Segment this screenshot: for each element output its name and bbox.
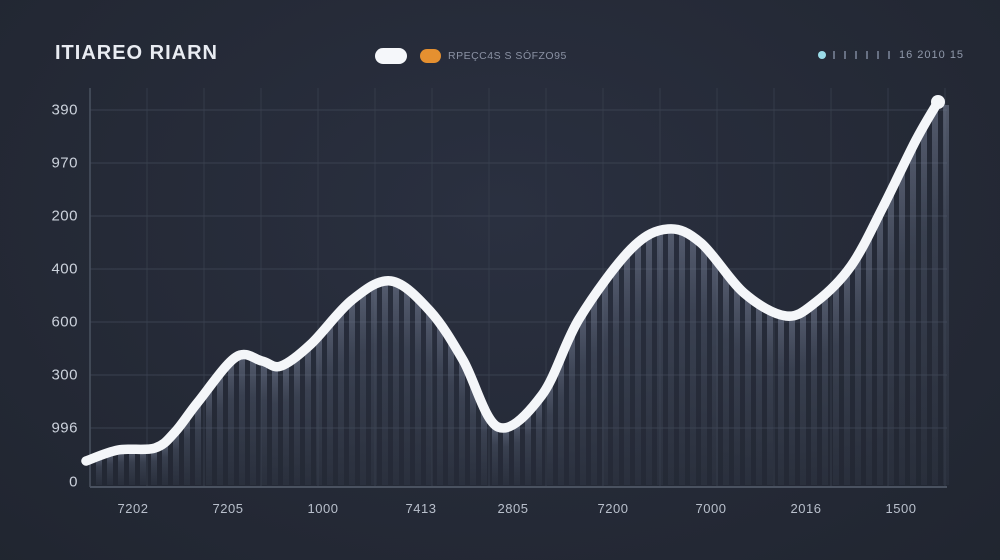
- period-label: 16 2010 15: [899, 49, 965, 61]
- x-tick-label: 7205: [212, 501, 244, 516]
- x-tick-label: 2805: [497, 501, 529, 516]
- series-dot-icon: [818, 51, 826, 59]
- y-tick-label: 0: [69, 473, 78, 491]
- x-tick-label: 7202: [117, 501, 149, 516]
- chart-legend: RPEÇC4S S SÓFZO95: [375, 47, 567, 65]
- legend-pill-primary[interactable]: [375, 48, 407, 64]
- x-tick-label: 2016: [790, 501, 822, 516]
- y-tick-label: 600: [51, 313, 78, 331]
- period-selector[interactable]: 16 2010 15: [818, 49, 964, 61]
- y-tick-label: 970: [51, 154, 78, 172]
- x-tick-label: 7413: [405, 501, 437, 516]
- x-tick-label: 1500: [885, 501, 917, 516]
- y-tick-label: 996: [51, 419, 78, 437]
- x-tick-label: 1000: [307, 501, 339, 516]
- y-tick-label: 400: [51, 260, 78, 278]
- y-tick-label: 200: [51, 207, 78, 225]
- y-tick-label: 300: [51, 366, 78, 384]
- y-tick-label: 390: [51, 101, 78, 119]
- page-title: ITIAREO RIARN: [55, 42, 218, 64]
- legend-caption: RPEÇC4S S SÓFZO95: [448, 50, 567, 62]
- legend-pill-secondary[interactable]: [420, 49, 441, 63]
- tick-dashes-icon: [833, 51, 899, 59]
- x-tick-label: 7200: [597, 501, 629, 516]
- x-tick-label: 7000: [695, 501, 727, 516]
